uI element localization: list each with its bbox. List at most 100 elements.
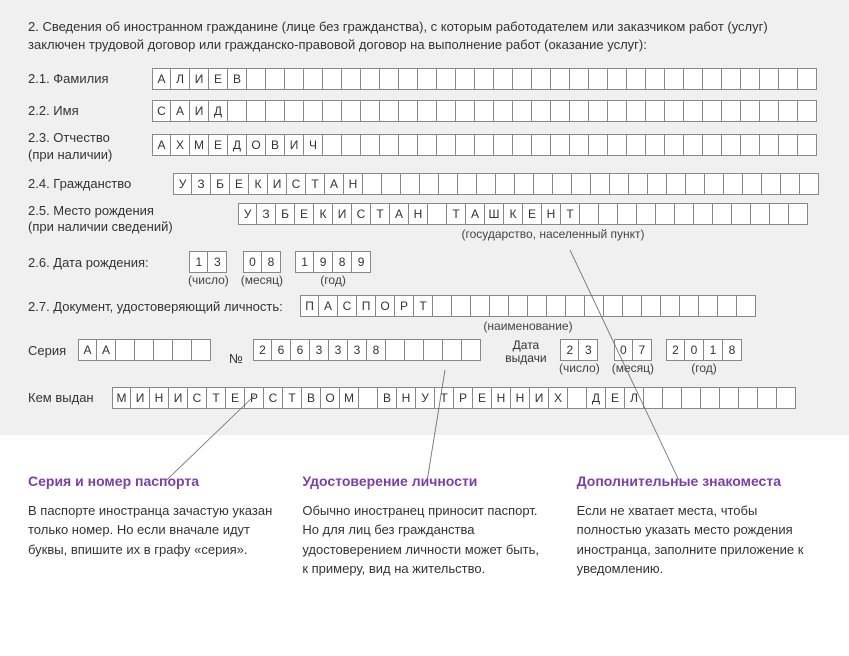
char-cell	[475, 134, 494, 156]
char-cell: 2	[253, 339, 272, 361]
char-cell	[713, 203, 732, 225]
char-cell	[551, 100, 570, 122]
boxes-series: АА	[78, 339, 211, 361]
char-cell: С	[188, 387, 207, 409]
char-cell	[779, 68, 798, 90]
char-cell	[665, 68, 684, 90]
char-cell: Е	[230, 173, 249, 195]
char-cell: Н	[150, 387, 169, 409]
char-cell	[547, 295, 566, 317]
char-cell: Е	[295, 203, 314, 225]
char-cell	[513, 134, 532, 156]
char-cell: В	[228, 68, 247, 90]
char-cell	[494, 134, 513, 156]
char-cell	[424, 339, 443, 361]
char-cell	[604, 295, 623, 317]
date-group-issue: 23 (число) 07 (месяц) 2018 (год)	[559, 339, 742, 375]
char-cell	[684, 100, 703, 122]
ann-text-3: Если не хватает места, чтобы полностью у…	[577, 501, 821, 579]
char-cell	[399, 68, 418, 90]
char-cell: П	[357, 295, 376, 317]
sublabel-document: (наименование)	[300, 319, 756, 333]
char-cell	[418, 100, 437, 122]
char-cell	[509, 295, 528, 317]
char-cell	[667, 173, 686, 195]
char-cell	[570, 100, 589, 122]
char-cell	[718, 295, 737, 317]
char-cell: У	[238, 203, 257, 225]
boxes-iday: 23	[560, 339, 598, 361]
sublabel-imonth: (месяц)	[612, 361, 654, 375]
char-cell	[618, 203, 637, 225]
char-cell: О	[321, 387, 340, 409]
char-cell	[439, 173, 458, 195]
char-cell	[323, 134, 342, 156]
char-cell: М	[190, 134, 209, 156]
char-cell: Е	[209, 68, 228, 90]
char-cell: А	[390, 203, 409, 225]
char-cell: Т	[435, 387, 454, 409]
char-cell	[705, 173, 724, 195]
char-cell	[703, 134, 722, 156]
char-cell: 1	[189, 251, 208, 273]
char-cell: Т	[207, 387, 226, 409]
char-cell: И	[333, 203, 352, 225]
char-cell	[382, 173, 401, 195]
char-cell	[437, 68, 456, 90]
char-cell: М	[340, 387, 359, 409]
char-cell: У	[416, 387, 435, 409]
boxes-number: 2663338	[253, 339, 481, 361]
label-issued-by: Кем выдан	[28, 390, 112, 406]
char-cell: Н	[409, 203, 428, 225]
char-cell	[760, 100, 779, 122]
char-cell	[798, 68, 817, 90]
annotation-col-3: Дополнительные знакоместа Если не хватае…	[577, 473, 821, 579]
char-cell	[456, 134, 475, 156]
char-cell	[135, 339, 154, 361]
char-cell	[361, 134, 380, 156]
char-cell: К	[504, 203, 523, 225]
char-cell	[779, 134, 798, 156]
char-cell: К	[314, 203, 333, 225]
char-cell	[656, 203, 675, 225]
char-cell: 0	[614, 339, 633, 361]
char-cell	[380, 100, 399, 122]
char-cell: О	[247, 134, 266, 156]
char-cell	[361, 68, 380, 90]
char-cell	[570, 68, 589, 90]
sublabel-iday: (число)	[559, 361, 600, 375]
char-cell: И	[131, 387, 150, 409]
char-cell: Р	[454, 387, 473, 409]
char-cell	[428, 203, 447, 225]
char-cell: 2	[560, 339, 579, 361]
char-cell	[532, 100, 551, 122]
label-issue-date: Дата выдачи	[501, 339, 551, 365]
boxes-document: ПАСПОРТ	[300, 295, 756, 317]
boxes-citizen: УЗБЕКИСТАН	[173, 173, 819, 195]
char-cell: Е	[523, 203, 542, 225]
char-cell: З	[257, 203, 276, 225]
char-cell	[566, 295, 585, 317]
boxes-byear: 1989	[295, 251, 371, 273]
char-cell	[458, 173, 477, 195]
sublabel-birthplace: (государство, населенный пункт)	[238, 227, 808, 241]
char-cell	[380, 68, 399, 90]
char-cell: А	[152, 134, 171, 156]
char-cell	[399, 100, 418, 122]
row-surname: 2.1. Фамилия АЛИЕВ	[28, 66, 827, 92]
char-cell	[475, 100, 494, 122]
char-cell	[627, 134, 646, 156]
char-cell: А	[466, 203, 485, 225]
char-cell	[363, 173, 382, 195]
char-cell: Д	[587, 387, 606, 409]
char-cell: Н	[511, 387, 530, 409]
char-cell	[247, 100, 266, 122]
char-cell	[732, 203, 751, 225]
char-cell	[777, 387, 796, 409]
char-cell: П	[300, 295, 319, 317]
char-cell	[323, 100, 342, 122]
char-cell	[648, 173, 667, 195]
char-cell	[551, 134, 570, 156]
sublabel-iyear: (год)	[691, 361, 717, 375]
intro-text: 2. Сведения об иностранном гражданине (л…	[28, 18, 818, 54]
